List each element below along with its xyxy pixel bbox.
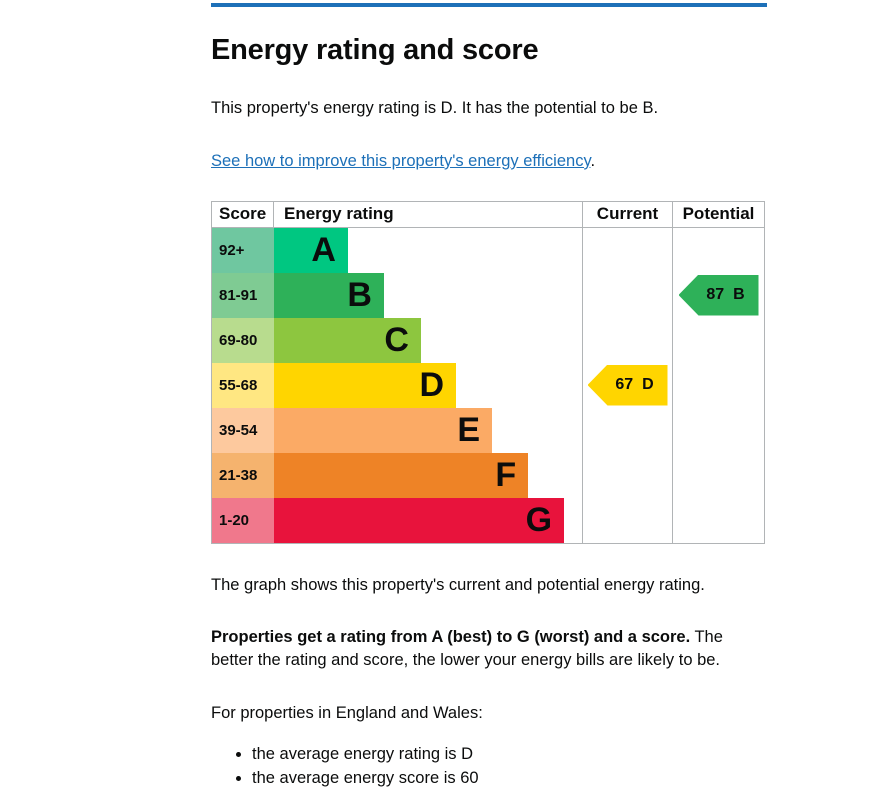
potential-column-cell: [672, 497, 764, 543]
current-score-value: 67: [615, 376, 634, 394]
band-bar-e: E: [274, 407, 493, 453]
epc-band-row-c: 69-80 C: [212, 317, 764, 363]
potential-column-cell: [672, 452, 764, 498]
band-bar-a: A: [274, 227, 348, 273]
band-bar-cell: A: [274, 227, 582, 273]
band-bar-c: C: [274, 317, 421, 363]
link-suffix: .: [590, 151, 596, 170]
epc-band-row-e: 39-54 E: [212, 407, 764, 453]
column-header-score: Score: [212, 201, 274, 227]
epc-band-row-b: 81-91 B 87 B: [212, 272, 764, 318]
graph-caption: The graph shows this property's current …: [211, 575, 705, 594]
band-bar-d: D: [274, 362, 457, 408]
list-item: the average energy score is 60: [252, 767, 767, 790]
current-column-cell: [582, 497, 672, 543]
improve-energy-efficiency-link[interactable]: See how to improve this property's energ…: [211, 151, 591, 170]
band-bar-cell: B: [274, 272, 582, 318]
current-column-cell: [582, 317, 672, 363]
potential-column-cell: [672, 227, 764, 273]
potential-column-cell: [672, 317, 764, 363]
band-score-range: 92+: [212, 227, 274, 273]
epc-band-row-f: 21-38 F: [212, 452, 764, 498]
page-title: Energy rating and score: [211, 34, 539, 66]
current-column-cell: [582, 227, 672, 273]
column-header-potential: Potential: [672, 201, 764, 227]
potential-rating-arrow: 87 B: [678, 274, 759, 316]
band-bar-g: G: [274, 497, 565, 543]
potential-score-value: 87: [706, 286, 725, 304]
current-rating-letter: D: [642, 376, 654, 394]
epc-band-row-a: 92+ A: [212, 227, 764, 273]
band-score-range: 55-68: [212, 362, 274, 408]
band-bar-cell: G: [274, 497, 582, 543]
epc-rows: 92+ A 81-91 B 87 B 69-80 C 55-68 D 67 D 39-54 E 21-38 F…: [212, 227, 764, 543]
section-divider: [211, 3, 767, 7]
band-bar-f: F: [274, 452, 529, 498]
rating-explanation-bold: Properties get a rating from A (best) to…: [211, 628, 691, 647]
potential-column-cell: [672, 362, 764, 408]
potential-column-cell: [672, 407, 764, 453]
band-score-range: 81-91: [212, 272, 274, 318]
current-rating-arrow: 67 D: [587, 364, 668, 406]
epc-chart-header: Score Energy rating Current Potential: [212, 201, 764, 228]
column-header-energy-rating: Energy rating: [284, 203, 394, 223]
epc-band-row-g: 1-20 G: [212, 497, 764, 543]
band-bar-cell: C: [274, 317, 582, 363]
current-column-cell: [582, 452, 672, 498]
epc-band-row-d: 55-68 D 67 D: [212, 362, 764, 408]
band-bar-b: B: [274, 272, 384, 318]
rating-explanation: Properties get a rating from A (best) to…: [211, 626, 767, 672]
list-item: the average energy rating is D: [252, 743, 767, 766]
band-score-range: 1-20: [212, 497, 274, 543]
rating-explanation-rest: The better the rating and score, the low…: [211, 628, 723, 670]
band-bar-cell: F: [274, 452, 582, 498]
averages-list: the average energy rating is D the avera…: [211, 743, 767, 790]
band-score-range: 21-38: [212, 452, 274, 498]
intro-text: This property's energy rating is D. It h…: [211, 99, 659, 117]
page-content: Energy rating and score This property's …: [211, 3, 767, 790]
current-column-cell: 67 D: [582, 362, 672, 408]
band-bar-cell: D: [274, 362, 582, 408]
band-score-range: 39-54: [212, 407, 274, 453]
improve-link-paragraph: See how to improve this property's energ…: [211, 150, 767, 173]
current-column-cell: [582, 272, 672, 318]
current-column-cell: [582, 407, 672, 453]
band-score-range: 69-80: [212, 317, 274, 363]
band-bar-cell: E: [274, 407, 582, 453]
potential-rating-letter: B: [733, 286, 745, 304]
region-heading: For properties in England and Wales:: [211, 703, 483, 722]
energy-rating-chart: Score Energy rating Current Potential 92…: [211, 200, 765, 544]
column-header-current: Current: [582, 201, 672, 227]
potential-column-cell: 87 B: [672, 272, 764, 318]
